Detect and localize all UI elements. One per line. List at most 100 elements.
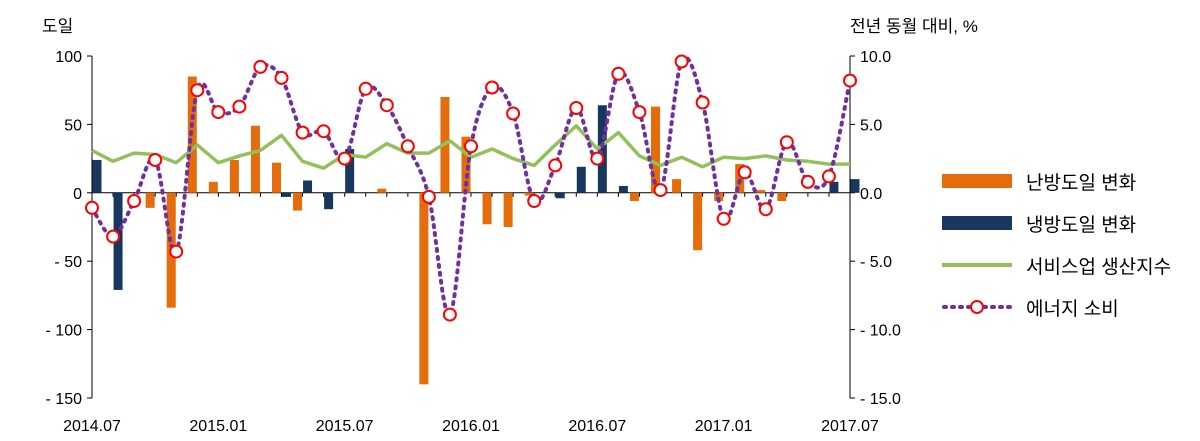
bar-cooling [345,149,355,193]
right-tick-label: - 5.0 [860,254,892,271]
right-tick-label: 10.0 [860,49,891,66]
bar-heating [629,192,639,202]
bar-heating [524,192,534,196]
bar-heating [250,125,260,193]
left-tick-label: 100 [55,49,82,66]
markers-layer [85,54,857,322]
legend-key-cooling-bar [942,211,1012,235]
marker-energy-consumption [632,105,647,120]
marker-energy-consumption [211,105,226,120]
x-tick-label: 2015.07 [316,418,374,435]
marker-energy-consumption [379,98,394,113]
legend: 난방도일 변화 냉방도일 변화 서비스업 생산지수 에너지 소비 [942,160,1192,328]
bar-cooling [829,181,839,193]
bar-heating [714,192,724,202]
bar-heating [777,192,787,202]
marker-energy-consumption [485,80,500,95]
legend-key-heating-bar [942,169,1012,193]
bar-heating [419,192,429,385]
lines-layer [90,55,852,317]
x-tick-label: 2017.07 [821,418,879,435]
x-tick-label: 2016.07 [568,418,626,435]
right-tick-label: - 10.0 [860,323,901,340]
marker-energy-consumption [506,106,521,121]
left-tick-label: - 50 [54,254,82,271]
marker-energy-consumption [590,151,605,166]
bar-cooling [324,192,334,210]
marker-energy-consumption [106,229,121,244]
legend-item-heating: 난방도일 변화 [942,160,1192,202]
bar-heating [503,192,513,227]
left-tick-label: - 100 [46,323,83,340]
legend-item-energy: 에너지 소비 [942,286,1192,328]
bar-heating [145,192,155,208]
tick-labels-layer: 100 50 0 - 50 - 100 - 150 10.0 5.0 0.0 - 5.0 - 10.… [46,49,901,435]
marker-energy-consumption [169,244,184,259]
marker-energy-consumption [148,153,163,167]
left-tick-label: 0 [73,186,82,203]
marker-energy-consumption [800,174,815,189]
legend-key-energy-marker-line [942,295,1012,319]
marker-energy-consumption [232,99,247,114]
legend-label-cooling: 냉방도일 변화 [1026,214,1137,236]
line-energy-consumption [90,55,852,317]
marker-energy-consumption [548,158,563,173]
legend-label-heating: 난방도일 변화 [1026,172,1137,194]
left-tick-label: 50 [64,117,82,134]
marker-energy-consumption [337,151,352,166]
bar-cooling [597,105,607,193]
marker-energy-consumption [758,202,773,217]
right-tick-label: - 15.0 [860,391,901,408]
marker-energy-consumption [127,194,142,208]
marker-energy-consumption [85,200,99,215]
bar-heating [672,179,682,193]
marker-energy-consumption [316,124,331,139]
marker-energy-consumption [695,95,710,110]
legend-label-service-index: 서비스업 생산지수 [1026,256,1172,278]
bar-heating [293,192,303,211]
bar-cooling [555,192,565,199]
legend-label-energy: 에너지 소비 [1026,298,1119,320]
bar-cooling [303,180,313,193]
axes-layer [87,55,855,399]
bar-heating [693,192,703,251]
bar-cooling [850,179,860,193]
x-tick-label: 2014.07 [63,418,121,435]
bar-cooling [618,185,628,193]
bar-cooling [92,159,102,193]
marker-energy-consumption [400,139,415,154]
bar-cooling [282,192,291,197]
marker-energy-consumption [442,307,457,322]
bar-heating [208,181,218,193]
marker-energy-consumption [253,59,268,74]
bar-heating [756,190,766,193]
marker-energy-consumption [527,194,542,208]
left-tick-label: - 150 [46,391,83,408]
marker-energy-consumption [190,83,205,98]
bar-heating [229,159,239,193]
right-axis-unit-label: 전년 동월 대비, % [850,17,978,36]
marker-energy-consumption [821,169,836,184]
bar-heating [377,188,387,193]
marker-energy-consumption [779,135,794,150]
marker-energy-consumption [358,81,373,96]
marker-energy-consumption [464,139,478,154]
marker-energy-consumption [653,183,668,198]
x-tick-label: 2017.01 [695,418,753,435]
marker-energy-consumption [737,165,752,180]
right-tick-label: 0.0 [860,186,882,203]
legend-item-cooling: 냉방도일 변화 [942,202,1192,244]
x-tick-label: 2016.01 [442,418,500,435]
bar-cooling [576,166,586,193]
left-axis-unit-label: 도일 [42,17,74,36]
right-tick-label: 5.0 [860,117,882,134]
marker-energy-consumption [716,211,731,226]
marker-energy-consumption [274,70,289,85]
bar-heating [651,106,660,193]
line-service-index [91,124,850,170]
bar-heating [272,162,281,193]
marker-energy-consumption [843,73,857,88]
legend-key-service-line [942,253,1012,277]
bar-heating [482,192,492,225]
